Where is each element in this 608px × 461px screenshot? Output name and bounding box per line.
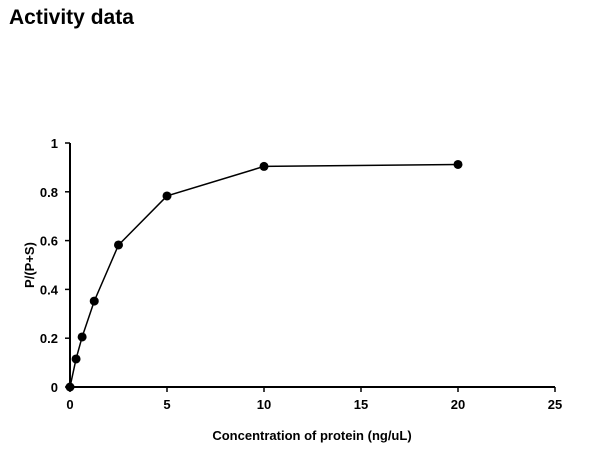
data-point <box>89 296 99 306</box>
data-point <box>77 332 87 342</box>
x-tick-label: 15 <box>354 397 368 412</box>
x-axis-label: Concentration of protein (ng/uL) <box>212 428 411 443</box>
x-tick-label: 20 <box>451 397 465 412</box>
x-tick-label: 10 <box>257 397 271 412</box>
data-point <box>65 382 75 392</box>
y-tick-label: 0 <box>51 380 58 395</box>
data-point <box>453 159 463 169</box>
data-point <box>71 354 81 364</box>
y-tick-label: 1 <box>51 136 58 151</box>
data-point <box>259 161 269 171</box>
x-tick-label: 0 <box>66 397 73 412</box>
y-tick-label: 0.6 <box>40 234 58 249</box>
data-point <box>162 191 172 201</box>
x-tick-label: 25 <box>548 397 562 412</box>
y-tick-label: 0.2 <box>40 331 58 346</box>
series-line <box>69 163 459 388</box>
y-tick-label: 0.4 <box>40 282 59 297</box>
y-axis-label: P/(P+S) <box>22 242 37 288</box>
data-point <box>114 240 123 250</box>
y-tick-label: 0.8 <box>40 185 58 200</box>
page-title: Activity data <box>9 6 134 29</box>
x-tick-label: 5 <box>163 397 170 412</box>
